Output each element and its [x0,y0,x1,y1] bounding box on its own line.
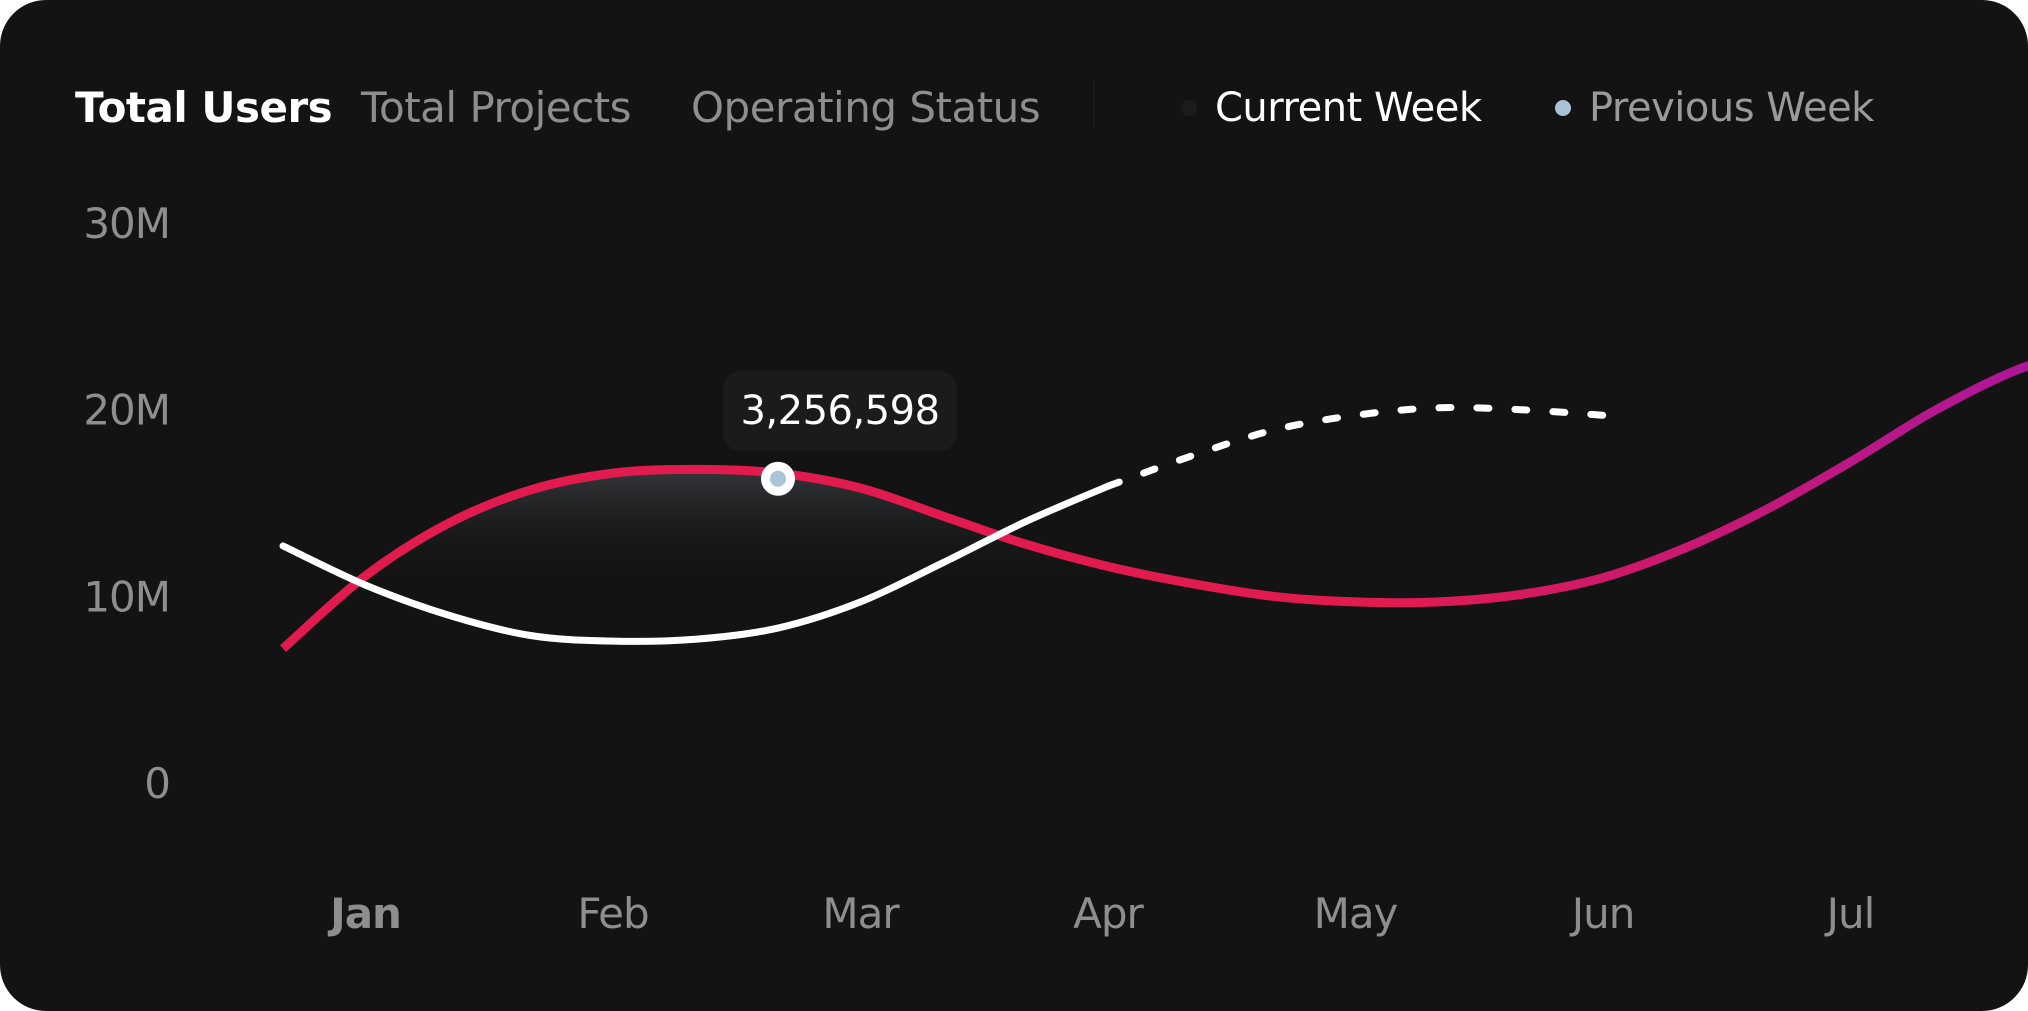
legend-current-week-label: Current Week [1215,85,1482,131]
value-tooltip: 3,256,598 [723,371,957,451]
tab-operating-status[interactable]: Operating Status [691,83,1041,132]
x-tick-label: Apr [1073,889,1144,938]
tab-total-projects[interactable]: Total Projects [361,83,632,132]
x-tick-label: Jul [1824,889,1875,938]
legend-previous-week[interactable]: Previous Week [1555,82,1874,134]
highlight-point-center [770,470,786,487]
x-tick-label: Mar [822,889,900,938]
legend-previous-week-label: Previous Week [1589,85,1874,131]
y-tick-label: 20M [83,386,170,435]
previous-week-dot-icon [1555,100,1571,116]
x-tick-label: May [1314,889,1398,938]
y-tick-label: 30M [83,199,170,248]
tabs-divider [1093,82,1095,128]
current-week-line [279,482,1112,645]
x-tick-label: Jun [1569,889,1635,938]
highlight-area [365,469,1191,584]
x-tick-label: Jan [327,889,401,938]
y-tick-label: 10M [83,572,170,621]
tab-total-users[interactable]: Total Users [75,83,333,132]
current-week-projection-line [1104,404,1607,490]
current-week-dot-icon [1181,100,1197,116]
legend-current-week[interactable]: Current Week [1181,82,1482,134]
previous-week-line [280,361,2028,652]
x-tick-label: Feb [577,889,648,938]
y-tick-label: 0 [144,759,170,808]
